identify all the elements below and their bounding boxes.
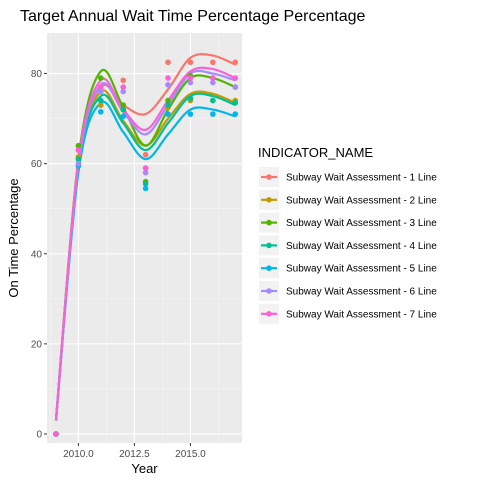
data-point-series-5 xyxy=(165,111,171,117)
data-point-series-4 xyxy=(232,100,239,106)
data-point-series-4 xyxy=(142,181,149,187)
data-point-series-5 xyxy=(210,111,216,117)
data-point-series-7 xyxy=(232,75,239,81)
x-axis: 2010.0 2012.5 2015.0 xyxy=(63,443,206,460)
legend-label: Subway Wait Assessment - 5 Line xyxy=(286,264,437,275)
data-point-series-4 xyxy=(120,106,127,113)
legend-label: Subway Wait Assessment - 4 Line xyxy=(286,241,437,252)
x-tick-label: 2015.0 xyxy=(175,449,206,460)
data-point-series-6 xyxy=(97,88,104,95)
data-point-series-2 xyxy=(97,102,104,108)
data-point-series-4 xyxy=(165,102,171,108)
legend-key-point xyxy=(266,174,272,180)
data-point-series-7 xyxy=(120,84,127,90)
y-tick-label: 20 xyxy=(31,339,43,350)
data-point-series-1 xyxy=(120,77,127,84)
data-point-series-4 xyxy=(97,97,104,104)
legend-items: Subway Wait Assessment - 1 Line Subway Wa… xyxy=(259,167,437,324)
data-point-series-1 xyxy=(165,59,171,66)
legend-key-point xyxy=(266,288,272,294)
data-point-series-6 xyxy=(165,82,171,88)
y-tick-label: 40 xyxy=(31,249,43,260)
legend-label: Subway Wait Assessment - 6 Line xyxy=(286,287,437,298)
data-point-series-7 xyxy=(75,147,82,153)
legend-key-point xyxy=(266,197,272,203)
data-point-series-1 xyxy=(187,59,194,66)
data-point-series-6 xyxy=(210,79,216,86)
x-tick-label: 2010.0 xyxy=(63,449,94,460)
data-point-series-7 xyxy=(210,75,216,81)
data-point-series-6 xyxy=(120,88,127,95)
chart-title: Target Annual Wait Time Percentage Perce… xyxy=(20,8,365,25)
x-tick-label: 2012.5 xyxy=(119,449,150,460)
y-axis: 0 20 40 60 80 xyxy=(31,69,47,440)
data-point-series-5 xyxy=(120,113,127,120)
data-point-series-7 xyxy=(187,75,194,81)
data-point-series-5 xyxy=(232,111,239,117)
data-point-series-6 xyxy=(75,160,82,167)
y-tick-label: 0 xyxy=(36,429,42,440)
y-tick-label: 60 xyxy=(31,159,43,170)
data-point-series-1 xyxy=(142,151,149,158)
legend: INDICATOR_NAME Subway Wait Assessment - … xyxy=(258,145,437,324)
data-point-series-1 xyxy=(232,59,239,66)
grid-minor xyxy=(47,33,242,443)
data-point-series-7 xyxy=(97,84,104,90)
legend-label: Subway Wait Assessment - 1 Line xyxy=(286,173,437,184)
data-points xyxy=(53,59,239,437)
data-point-series-6 xyxy=(232,84,239,90)
x-axis-label: Year xyxy=(131,461,158,476)
data-point-series-6 xyxy=(142,169,149,176)
trend-lines xyxy=(54,53,236,421)
data-point-series-7 xyxy=(53,431,59,437)
legend-label: Subway Wait Assessment - 2 Line xyxy=(286,195,437,206)
data-point-series-3 xyxy=(120,102,127,108)
data-point-series-6 xyxy=(187,79,194,86)
data-point-series-4 xyxy=(75,156,82,162)
y-tick-label: 80 xyxy=(31,69,43,80)
legend-title: INDICATOR_NAME xyxy=(258,145,373,160)
legend-key-point xyxy=(266,311,272,317)
data-point-series-3 xyxy=(97,75,104,81)
legend-key-point xyxy=(266,242,272,249)
legend-label: Subway Wait Assessment - 7 Line xyxy=(286,309,437,320)
plot-panel xyxy=(47,33,242,443)
data-point-series-5 xyxy=(187,111,194,117)
y-axis-label: On Time Percentage xyxy=(6,178,21,297)
data-point-series-7 xyxy=(165,75,171,81)
trend-line-series-7 xyxy=(54,66,236,421)
data-point-series-4 xyxy=(210,97,216,104)
legend-label: Subway Wait Assessment - 3 Line xyxy=(286,218,437,229)
data-point-series-5 xyxy=(142,185,149,192)
data-point-series-1 xyxy=(210,59,216,66)
data-point-series-3 xyxy=(165,97,171,104)
legend-key-point xyxy=(266,219,272,226)
data-point-series-3 xyxy=(75,142,82,149)
data-point-series-5 xyxy=(97,109,104,115)
data-point-series-7 xyxy=(142,165,149,171)
legend-key-point xyxy=(266,265,272,272)
data-point-series-4 xyxy=(187,95,194,102)
